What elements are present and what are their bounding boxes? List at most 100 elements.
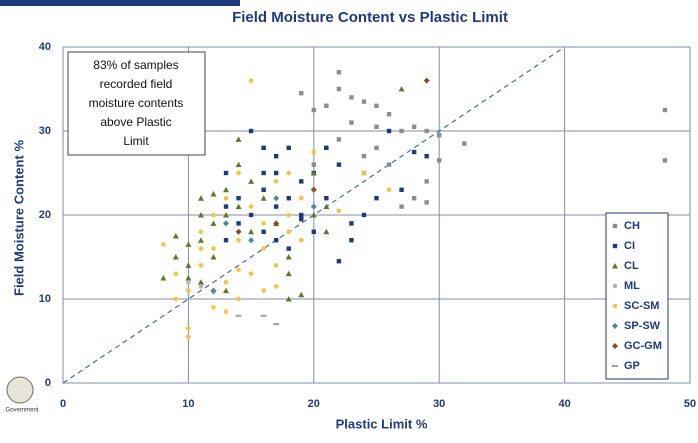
point: [224, 280, 229, 285]
point: [437, 133, 441, 137]
point: [312, 162, 316, 166]
y-axis-label: Field Moisture Content %: [11, 140, 26, 296]
point: [337, 87, 341, 91]
page: {"chart_data": {"type": "scatter", "titl…: [0, 0, 698, 438]
header-strip: [0, 0, 240, 6]
point: [261, 315, 267, 317]
legend-label: GP: [624, 360, 640, 372]
annotation-text: above Plastic: [100, 115, 171, 129]
legend-marker: [613, 284, 618, 289]
point: [286, 213, 291, 218]
point: [349, 120, 353, 124]
point: [374, 104, 378, 108]
point: [424, 200, 428, 204]
point: [199, 284, 204, 289]
point: [287, 146, 291, 150]
x-tick-label: 40: [558, 398, 570, 410]
point: [161, 242, 166, 247]
point: [312, 108, 316, 112]
point: [211, 213, 216, 218]
point: [286, 230, 291, 235]
point: [236, 171, 241, 176]
point: [362, 154, 366, 158]
legend-box: [606, 213, 668, 379]
point: [412, 150, 416, 154]
point: [387, 129, 391, 133]
point: [236, 315, 242, 317]
legend-marker: [613, 224, 617, 228]
point: [387, 112, 391, 116]
point: [299, 91, 303, 95]
point: [224, 171, 228, 175]
point: [399, 204, 403, 208]
y-tick-label: 30: [39, 125, 51, 137]
point: [312, 150, 317, 155]
point: [299, 179, 303, 183]
point: [663, 108, 667, 112]
point: [274, 204, 278, 208]
point: [211, 305, 216, 310]
point: [412, 196, 416, 200]
point: [236, 267, 241, 272]
point: [261, 146, 265, 150]
point: [224, 309, 229, 314]
point: [236, 221, 240, 225]
point: [224, 204, 228, 208]
point: [274, 179, 279, 184]
point: [299, 238, 304, 243]
y-tick-label: 20: [39, 209, 51, 221]
point: [174, 297, 179, 302]
point: [261, 188, 265, 192]
point: [224, 238, 228, 242]
x-tick-label: 0: [60, 398, 66, 410]
chart-title: Field Moisture Content vs Plastic Limit: [232, 9, 508, 26]
x-tick-label: 10: [182, 398, 194, 410]
point: [261, 171, 265, 175]
point: [462, 141, 466, 145]
point: [236, 196, 240, 200]
legend-label: SC-SM: [624, 300, 659, 312]
chart: Field Moisture Content vs Plastic Limit …: [0, 0, 698, 438]
point: [399, 129, 403, 133]
point: [186, 280, 191, 285]
point: [249, 204, 254, 209]
legend-label: CI: [624, 240, 635, 252]
point: [199, 263, 204, 268]
point: [261, 221, 266, 226]
y-tick-label: 0: [45, 377, 51, 389]
point: [337, 162, 341, 166]
point: [186, 288, 191, 293]
point: [236, 297, 241, 302]
legend-label: ML: [624, 280, 640, 292]
point: [374, 196, 378, 200]
annotation-text: Limit: [123, 134, 149, 148]
point: [174, 272, 179, 277]
point: [349, 221, 353, 225]
point: [299, 213, 303, 217]
legend-marker: [613, 304, 618, 309]
point: [324, 196, 328, 200]
point: [199, 230, 204, 235]
y-tick-label: 10: [39, 293, 51, 305]
point: [663, 158, 667, 162]
point: [273, 323, 279, 325]
point: [299, 196, 304, 201]
point: [437, 158, 441, 162]
point: [211, 246, 216, 251]
point: [249, 213, 253, 217]
point: [286, 171, 291, 176]
point: [424, 129, 428, 133]
point: [261, 288, 266, 293]
legend-marker: [612, 365, 618, 367]
legend-label: CH: [624, 220, 640, 232]
point: [274, 284, 279, 289]
annotation-text: moisture contents: [89, 96, 184, 110]
point: [349, 238, 353, 242]
point: [287, 196, 291, 200]
x-tick-label: 50: [684, 398, 696, 410]
point: [261, 246, 266, 251]
logo-text: Government: [5, 408, 38, 414]
point: [337, 259, 341, 263]
y-tick-label: 40: [39, 41, 51, 53]
point: [424, 179, 428, 183]
